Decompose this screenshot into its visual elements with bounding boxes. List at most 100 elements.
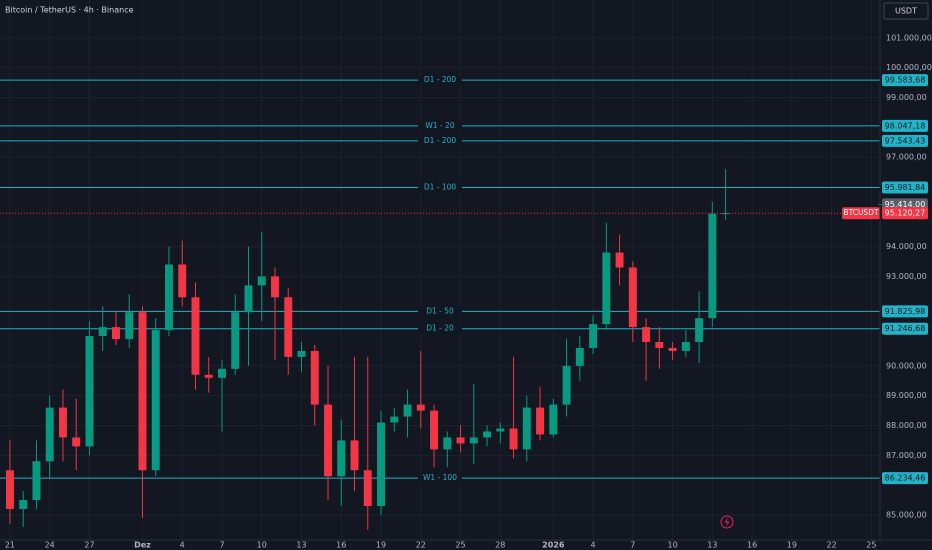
candle-body: [628, 267, 637, 328]
candle-body: [695, 318, 704, 343]
candle-body: [151, 330, 160, 471]
level-name: W1 - 20: [425, 121, 454, 130]
x-tick-label: 13: [296, 541, 306, 550]
candle-body: [469, 437, 478, 444]
candle-body: [257, 276, 266, 286]
candle-body: [549, 404, 558, 435]
level-price-label: 91.246,68: [885, 324, 926, 333]
candle-body: [165, 264, 173, 331]
candle-body: [483, 431, 492, 438]
candle-body: [416, 404, 425, 411]
candle-body: [191, 297, 200, 375]
candle-body: [377, 422, 385, 507]
symbol-tag: [842, 207, 880, 220]
level-name: W1 - 100: [423, 473, 457, 482]
x-tick-label: 22: [827, 541, 837, 550]
x-tick-label: 22: [416, 541, 426, 550]
level-name-bg: [418, 135, 462, 146]
x-tick-label: Dez: [134, 541, 151, 550]
candle-body: [430, 410, 439, 450]
candle-body: [204, 374, 213, 378]
level-name: D1 - 100: [424, 182, 457, 191]
y-tick-label: 100.000,00: [886, 63, 932, 72]
x-tick-label: 19: [787, 541, 797, 550]
candle-body: [721, 213, 730, 215]
y-tick-label: 89.000,00: [886, 391, 927, 400]
x-tick-label: 21: [5, 541, 15, 550]
candle-body: [297, 350, 306, 357]
candle-body: [111, 327, 120, 340]
level-name-bg: [418, 306, 462, 317]
candle-body: [496, 428, 505, 432]
y-tick-label: 94.000,00: [886, 242, 927, 251]
level-name: D1 - 200: [424, 75, 457, 84]
level-name: D1 - 50: [426, 306, 454, 315]
candle-body: [19, 500, 28, 509]
candle-body: [655, 342, 664, 348]
candle-body: [562, 365, 571, 405]
x-tick-label: 4: [180, 541, 185, 550]
candle-body: [708, 213, 717, 319]
alert-icon[interactable]: [720, 515, 734, 529]
x-tick-label: 24: [45, 541, 55, 550]
candle-body: [271, 276, 279, 298]
candle-body: [218, 368, 226, 378]
level-price-tag: [882, 322, 928, 335]
y-tick-label: 97.000,00: [886, 153, 927, 162]
x-tick-label: 10: [257, 541, 267, 550]
x-tick-label: 2026: [542, 541, 565, 550]
candle-body: [231, 312, 240, 369]
candle-body: [85, 336, 94, 447]
x-tick-label: 25: [455, 541, 465, 550]
candle-body: [284, 297, 293, 357]
x-tick-label: 27: [84, 541, 94, 550]
candle-body: [602, 252, 611, 325]
candle-body: [32, 461, 41, 501]
candle-body: [443, 437, 452, 450]
level-price-tag: [882, 472, 928, 485]
level-name-bg: [418, 473, 462, 484]
level-price-label: 95.981,84: [885, 183, 926, 192]
candle-body: [589, 324, 598, 348]
level-price-tag: [882, 305, 928, 318]
candle-body: [390, 416, 399, 423]
currency-button[interactable]: [883, 2, 929, 20]
candle-body: [45, 407, 54, 462]
candle-body: [403, 404, 412, 417]
level-price-label: 98.047,18: [885, 121, 926, 130]
x-tick-label: 28: [495, 541, 505, 550]
candle-body: [668, 347, 677, 351]
candle-body: [681, 342, 690, 351]
price-tag-label: 95.414,00: [885, 200, 926, 209]
x-tick-label: 16: [336, 541, 346, 550]
x-tick-label: 7: [219, 541, 224, 550]
level-name: D1 - 20: [426, 324, 454, 333]
level-price-tag: [882, 134, 928, 147]
x-tick-label: 10: [667, 541, 677, 550]
x-tick-label: 13: [707, 541, 717, 550]
candle-body: [58, 407, 67, 438]
candle-body: [125, 312, 134, 340]
y-tick-label: 85.000,00: [886, 510, 927, 519]
y-tick-label: 101.000,00: [886, 33, 932, 42]
candle-body: [244, 285, 253, 313]
level-name-bg: [418, 120, 462, 131]
candle-body: [350, 440, 359, 471]
candle-body: [98, 327, 107, 337]
currency-label[interactable]: USDT: [895, 7, 917, 16]
alert-icon-bolt: [724, 517, 730, 527]
candle-body: [178, 264, 187, 298]
level-price-tag: [882, 119, 928, 132]
y-tick-label: 99.000,00: [886, 93, 927, 102]
level-price-label: 86.234,46: [885, 474, 926, 483]
candle-body: [522, 407, 531, 450]
candle-body: [138, 312, 147, 471]
level-name: D1 - 200: [424, 136, 457, 145]
chart-title: Bitcoin / TetherUS · 4h · Binance: [5, 6, 134, 15]
candle-body: [337, 440, 346, 477]
level-price-label: 99.583,68: [885, 76, 926, 85]
candle-body: [5, 470, 14, 509]
x-tick-label: 25: [866, 541, 876, 550]
candle-body: [575, 347, 584, 366]
